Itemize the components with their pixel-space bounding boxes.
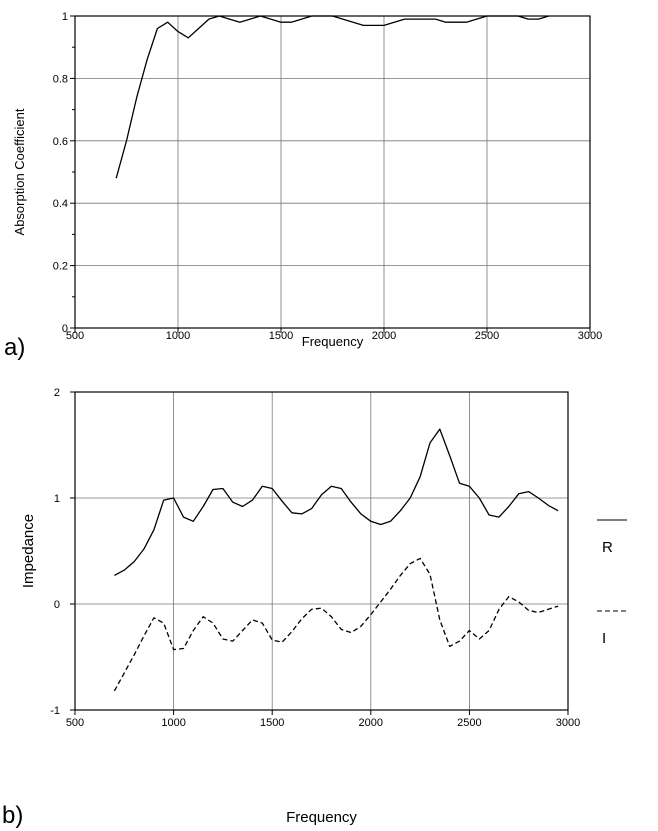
x-tick-label: 1000	[166, 330, 190, 342]
x-tick-label: 3000	[578, 330, 602, 342]
y-tick-label: 2	[54, 387, 60, 399]
panel-label: b)	[2, 802, 23, 829]
x-tick-label: 1000	[161, 717, 185, 729]
y-axis-title: Impedance	[20, 514, 37, 588]
series-line-r	[114, 428, 559, 576]
x-tick-label: 1500	[269, 330, 293, 342]
x-tick-label: 3000	[556, 717, 580, 729]
legend-label-i: I	[602, 630, 606, 647]
series-line-absorption	[115, 15, 549, 179]
panel-label: a)	[4, 334, 25, 361]
x-tick-label: 2500	[475, 330, 499, 342]
y-tick-label: 0.6	[53, 136, 68, 148]
y-axis-title: Absorption Coefficient	[12, 108, 27, 235]
plot-frame	[74, 391, 569, 711]
x-tick-label: 2500	[457, 717, 481, 729]
x-tick-label: 2000	[359, 717, 383, 729]
y-tick-label: 0.2	[53, 261, 68, 273]
y-tick-label: 0.8	[53, 73, 68, 85]
series-line-i	[113, 557, 559, 692]
x-axis-title: Frequency	[286, 809, 357, 826]
x-tick-label: 1500	[260, 717, 284, 729]
x-axis-title: Frequency	[302, 334, 364, 349]
y-tick-label: 0	[54, 599, 60, 611]
x-tick-label: 500	[66, 330, 84, 342]
x-tick-label: 2000	[372, 330, 396, 342]
y-tick-label: -1	[50, 705, 60, 717]
x-tick-label: 500	[66, 717, 84, 729]
legend-label-r: R	[602, 539, 613, 556]
plot-frame	[74, 15, 591, 329]
y-tick-label: 1	[62, 11, 68, 23]
y-tick-label: 0	[62, 323, 68, 335]
y-tick-label: 0.4	[53, 198, 68, 210]
y-tick-label: 1	[54, 493, 60, 505]
